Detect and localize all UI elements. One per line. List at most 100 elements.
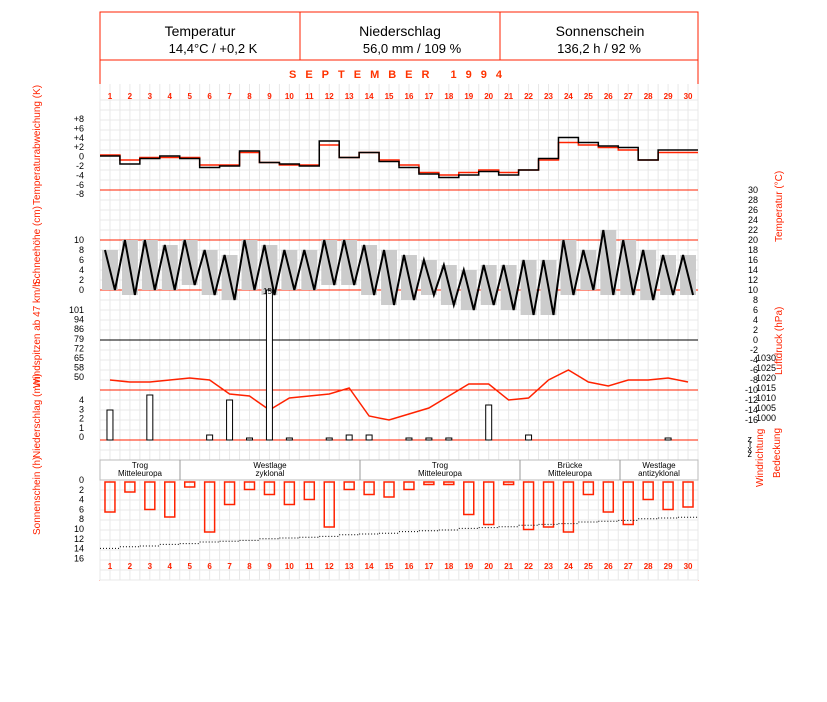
day-label: 24 [564, 92, 573, 101]
sunshine-bar [562, 481, 575, 533]
wind-tick: 86 [74, 324, 84, 334]
label-wind-dir: Windrichtung [755, 429, 766, 487]
day-label: 27 [624, 92, 633, 101]
day-label: 30 [684, 92, 693, 101]
anomaly-tick: -6 [76, 180, 84, 190]
temperature-tick: 20 [748, 235, 758, 245]
day-label: 24 [564, 562, 573, 571]
sunshine-bar [582, 481, 595, 496]
sunshine-bar [243, 481, 256, 491]
precip-bar [106, 409, 114, 441]
precip-title: Niederschlag [359, 23, 441, 39]
temperature-tick: -6 [750, 365, 758, 375]
sunshine-bar [602, 481, 615, 513]
temperature-tick: 28 [748, 195, 758, 205]
precip-tick: 3 [79, 404, 84, 414]
day-label: 28 [644, 92, 653, 101]
day-label: 8 [247, 92, 252, 101]
sun-tick: 0 [79, 475, 84, 485]
sunshine-bar [662, 481, 674, 511]
precip-bar [246, 437, 253, 441]
day-label: 25 [584, 92, 593, 101]
wtype-1-line2: Mitteleuropa [118, 469, 163, 478]
pressure-line [109, 369, 689, 421]
day-label: 27 [624, 562, 633, 571]
day-label: 18 [444, 92, 453, 101]
wtype-4-line2: Mitteleuropa [548, 469, 593, 478]
anomaly-tick: +2 [74, 142, 84, 152]
day-label: 2 [128, 92, 133, 101]
pressure-tick: 1005 [756, 403, 776, 413]
day-label: 19 [464, 92, 473, 101]
pressure-tick: 1000 [756, 413, 776, 423]
day-label: 13 [345, 92, 354, 101]
day-label: 26 [604, 92, 613, 101]
anomaly-tick: -8 [76, 189, 84, 199]
temperature-tick: -10 [745, 385, 758, 395]
day-label: 4 [168, 92, 173, 101]
temperature-tick: 18 [748, 245, 758, 255]
sunshine-bar [363, 481, 375, 496]
sunshine-bar [283, 481, 296, 506]
day-label: 8 [247, 562, 252, 571]
day-label: 7 [227, 92, 232, 101]
temperature-tick: 6 [753, 305, 758, 315]
anomaly-tick: -4 [76, 170, 84, 180]
sunshine-bar [642, 481, 654, 501]
temperature-tick: -14 [745, 405, 758, 415]
day-label: 18 [444, 562, 453, 571]
day-label: 4 [168, 562, 173, 571]
precip-tick: 4 [79, 395, 84, 405]
day-label: 9 [267, 562, 272, 571]
day-labels-top: 1 2 3 4 5 6 7 8 9 10 11 12 13 14 15 16 17 18 19 20 21 22 23 24 2… [108, 92, 693, 101]
wind-dir-tick: z [748, 434, 753, 444]
snow-tick: 8 [79, 245, 84, 255]
day-label: 11 [305, 92, 314, 101]
sunshine-bar [482, 481, 495, 526]
pressure-tick: 1025 [756, 363, 776, 373]
temperature-tick: -8 [750, 375, 758, 385]
day-label: 9 [267, 92, 272, 101]
precip-bar [226, 399, 234, 441]
label-temperature: Temperatur (°C) [774, 171, 785, 242]
label-pressure: Luftdruck (hPa) [774, 307, 785, 375]
precip-bar [405, 437, 413, 441]
day-label: 15 [385, 92, 394, 101]
day-label: 14 [365, 562, 374, 571]
day-label: 15 [385, 562, 394, 571]
sunshine-bar [124, 481, 136, 493]
anomaly-tick: -2 [76, 161, 84, 171]
day-label: 23 [544, 92, 553, 101]
wind-dir-tick: x [748, 444, 753, 454]
precip-bar [445, 437, 453, 441]
day-label: 14 [365, 92, 374, 101]
temperature-tick: -12 [745, 395, 758, 405]
weather-type-band [99, 459, 699, 481]
month-title: SEPTEMBER 1994 [289, 69, 511, 81]
wind-dir-tick: z [748, 449, 753, 459]
sunshine-bar [463, 481, 475, 516]
day-label: 16 [405, 562, 414, 571]
temperature-tick: 10 [748, 285, 758, 295]
sunshine-bar [423, 481, 435, 486]
wtype-2-line2: zyklonal [256, 469, 285, 478]
precip-tick: 0 [79, 432, 84, 442]
temperature-tick: 16 [748, 255, 758, 265]
day-label: 2 [128, 562, 133, 571]
sunshine-bar [323, 481, 335, 528]
day-label: 17 [424, 92, 433, 101]
day-label: 22 [524, 562, 533, 571]
temp-title: Temperatur [165, 23, 236, 39]
sunshine-bar [522, 481, 535, 531]
snow-tick: 2 [79, 275, 84, 285]
wtype-3-line2: Mitteleuropa [418, 469, 463, 478]
day-label: 26 [604, 562, 613, 571]
pressure-tick: 1010 [756, 393, 776, 403]
day-label: 13 [345, 562, 354, 571]
anomaly-tick: 0 [79, 152, 84, 162]
precip-bar [206, 434, 214, 441]
snow-tick: 4 [79, 265, 84, 275]
day-label: 12 [325, 562, 334, 571]
day-label: 1 [108, 562, 113, 571]
